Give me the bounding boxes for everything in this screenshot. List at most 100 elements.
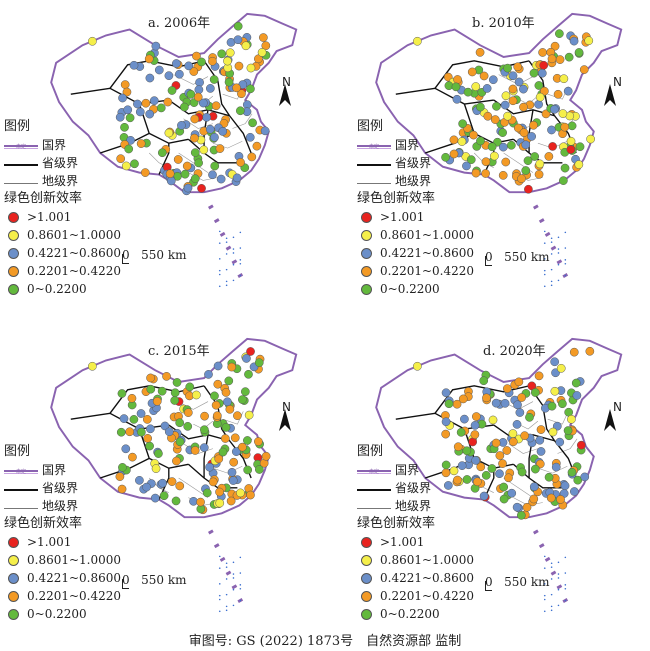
island-dot	[543, 594, 546, 597]
undetermined-label: 未定	[16, 469, 27, 475]
legend-class-label: 0.2201~0.4220	[380, 264, 475, 278]
city-point	[560, 122, 570, 132]
city-point	[441, 417, 451, 427]
city-point	[129, 415, 139, 424]
city-point	[508, 96, 518, 106]
legend-class-label: 0.4221~0.8600	[380, 246, 475, 260]
city-point	[128, 452, 137, 462]
undetermined-label: 未定	[16, 144, 27, 150]
city-point	[555, 437, 565, 447]
city-point	[453, 475, 462, 485]
city-point	[220, 434, 230, 443]
legend-heading: 图例	[357, 119, 384, 134]
city-point	[535, 159, 545, 169]
legend-efficiency-title: 绿色创新效率	[4, 191, 83, 206]
legend-heading: 图例	[4, 119, 31, 134]
island-dot	[225, 593, 228, 596]
city-point	[487, 142, 497, 152]
city-point	[254, 437, 263, 446]
legend-class-dot	[361, 608, 372, 620]
city-point	[257, 48, 267, 57]
city-point	[517, 393, 526, 402]
legend-label: 地级界	[42, 499, 79, 513]
island-boundary	[213, 543, 220, 549]
city-point	[529, 494, 539, 504]
city-point	[142, 482, 151, 492]
island-dot	[550, 280, 553, 283]
city-point	[172, 456, 181, 466]
legend-class-dot	[361, 229, 372, 241]
island-dot	[232, 577, 235, 579]
city-point	[475, 47, 485, 57]
city-point	[198, 98, 208, 108]
legend-prefecture-boundary: 地级界	[357, 172, 474, 190]
city-point	[254, 358, 264, 368]
island-dot	[239, 262, 242, 265]
city-point	[466, 155, 476, 165]
island-dot	[225, 280, 228, 283]
legend-class-2: 0.4221~0.8600	[4, 569, 121, 587]
legend-class-dot	[8, 229, 19, 241]
city-point	[164, 427, 174, 437]
city-point	[534, 81, 544, 90]
city-point	[171, 496, 181, 506]
province-boundary	[203, 434, 209, 479]
city-point	[190, 148, 200, 157]
city-point	[470, 421, 480, 430]
legend-class-dot	[361, 572, 372, 584]
city-point	[569, 36, 579, 46]
city-point	[517, 174, 526, 184]
legend-class-dot	[8, 554, 19, 566]
city-point	[185, 382, 195, 392]
map-panel-2015: c. 2015年 N 图例 未定 国界 省级界 地级界 绿色创新效率 >1.001 0.860…	[0, 325, 325, 637]
city-point	[548, 427, 558, 437]
city-point	[164, 71, 174, 81]
island-dot	[557, 604, 560, 607]
legend-class-label: >1.001	[380, 535, 425, 549]
island-dot	[543, 242, 546, 244]
city-point	[211, 400, 221, 410]
city-point	[460, 414, 469, 424]
legend-label: 国界	[395, 138, 420, 152]
island-boundary	[533, 529, 539, 535]
city-point	[195, 78, 204, 87]
legend-class-label: 0~0.2200	[27, 607, 87, 621]
city-point	[243, 465, 253, 475]
legend-province-boundary: 省级界	[4, 479, 121, 497]
city-point	[215, 498, 225, 508]
city-point	[190, 174, 200, 184]
city-point	[218, 127, 228, 136]
city-point	[152, 397, 162, 406]
city-point	[527, 132, 536, 141]
city-point	[498, 170, 508, 180]
city-point	[162, 372, 171, 381]
legend-class-dot	[8, 247, 19, 259]
city-point	[116, 154, 126, 164]
city-point	[133, 99, 142, 109]
city-point	[534, 371, 544, 381]
island-dot	[564, 259, 567, 261]
island-boundary	[544, 556, 551, 562]
city-point	[443, 481, 453, 490]
island-dot	[225, 241, 228, 243]
legend-province-boundary-symbol	[4, 489, 38, 491]
city-point	[530, 464, 540, 474]
city-point	[136, 409, 146, 418]
panel-title: d. 2020年	[483, 344, 546, 359]
city-point	[125, 427, 135, 437]
city-point	[524, 184, 533, 194]
city-point	[238, 395, 247, 404]
city-point	[237, 89, 246, 99]
city-point	[550, 41, 560, 51]
island-boundary	[538, 543, 545, 549]
city-point	[519, 128, 529, 138]
city-point	[481, 157, 491, 167]
city-point	[235, 106, 245, 116]
island-dot	[218, 230, 221, 233]
legend-class-2: 0.4221~0.8600	[4, 244, 121, 262]
city-point	[472, 477, 482, 487]
city-point	[574, 160, 584, 169]
city-point	[471, 412, 481, 421]
scale-bar: 0 550 km	[122, 573, 187, 589]
city-point	[560, 481, 570, 491]
